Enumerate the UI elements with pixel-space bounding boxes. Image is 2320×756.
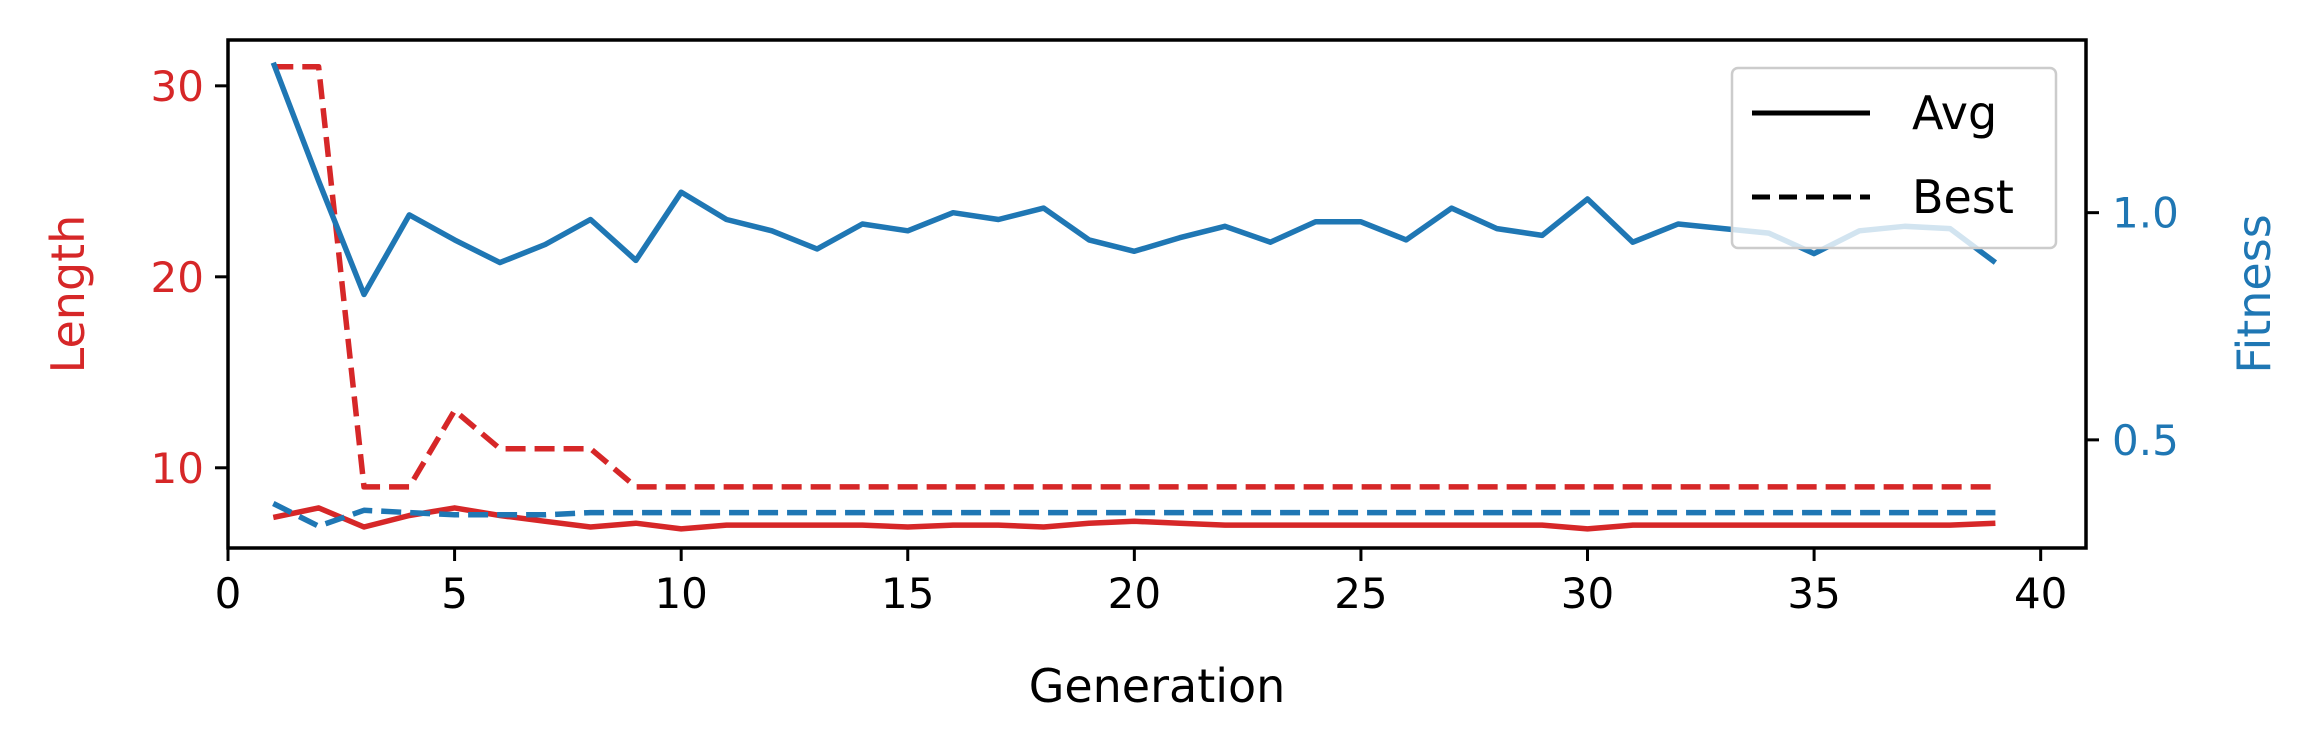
x-tick-label: 15 (881, 569, 934, 618)
legend-label-best: Best (1912, 170, 2014, 224)
series-line-right-best (272, 501, 1996, 529)
y-left-tick-label: 20 (151, 253, 204, 302)
y-right-axis-label: Fitness (2227, 214, 2281, 373)
x-tick-label: 20 (1108, 569, 1161, 618)
y-right-axis-ticks: 0.5 1.0 (2086, 189, 2179, 465)
y-right-tick-label: 0.5 (2112, 416, 2179, 465)
legend: Avg Best (1730, 66, 2058, 250)
x-tick-label: 35 (1787, 569, 1840, 618)
y-left-tick-label: 10 (151, 444, 204, 493)
y-left-axis-label: Length (41, 215, 95, 374)
x-tick-label: 10 (654, 569, 707, 618)
x-tick-label: 25 (1334, 569, 1387, 618)
x-tick-label: 40 (2014, 569, 2067, 618)
y-right-tick-label: 1.0 (2112, 189, 2179, 238)
plot-frame (226, 38, 2088, 550)
series-line-left-best (273, 63, 1996, 490)
plot-lines (270, 61, 1998, 532)
x-tick-label: 5 (441, 569, 468, 618)
series-line-left-avg (272, 505, 1996, 532)
x-axis-label: Generation (1029, 659, 1286, 713)
series-line-right-avg (270, 61, 1998, 298)
x-tick-label: 0 (215, 569, 242, 618)
legend-label-avg: Avg (1912, 86, 1997, 140)
y-left-tick-label: 30 (151, 62, 204, 111)
x-axis-ticks: 0 5 10 15 20 25 30 35 40 (215, 548, 2067, 618)
x-tick-label: 30 (1561, 569, 1614, 618)
y-left-axis-ticks: 10 20 30 (151, 62, 228, 493)
